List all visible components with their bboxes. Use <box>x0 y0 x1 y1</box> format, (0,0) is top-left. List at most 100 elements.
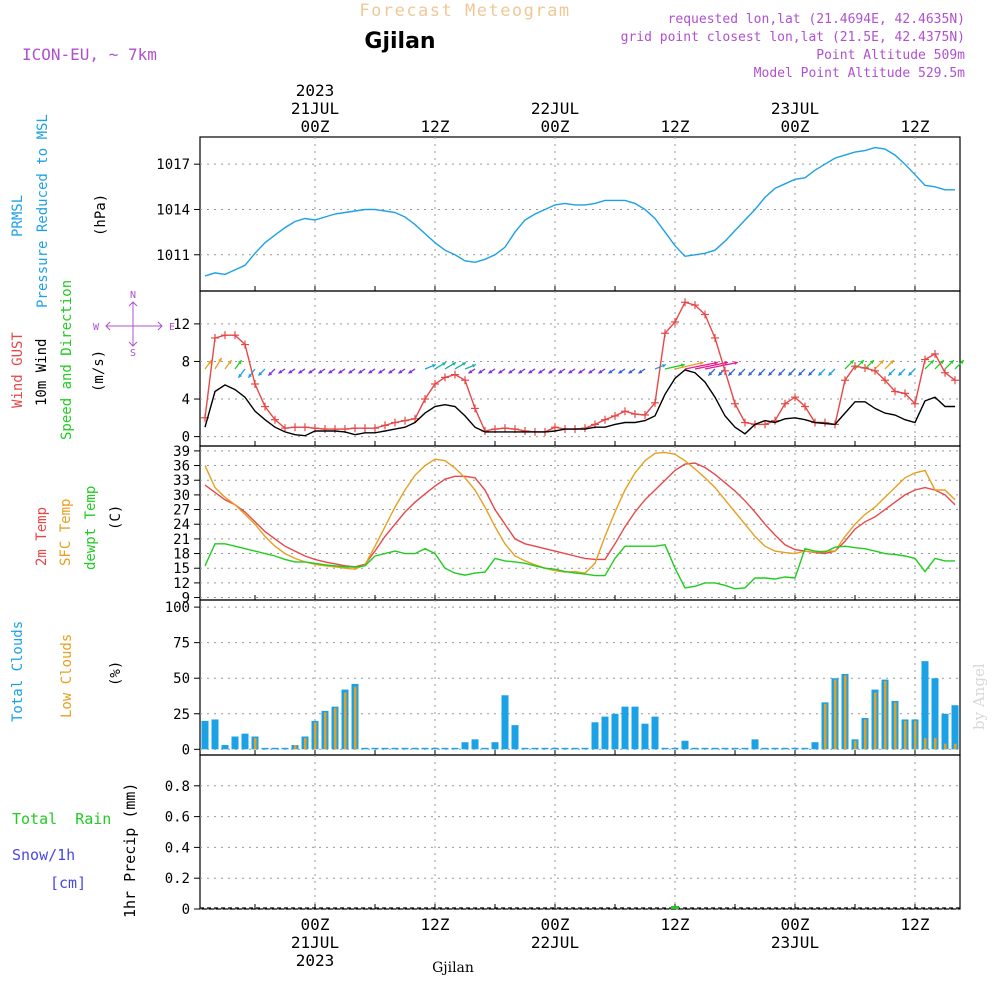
wind-arrowhead <box>378 369 383 374</box>
total-cloud-bar <box>241 733 249 750</box>
wind-arrowhead <box>442 362 446 366</box>
wind-arrowhead <box>959 360 964 365</box>
wind-arrowhead <box>538 369 543 374</box>
info-line-3: Point Altitude 509m <box>816 48 965 63</box>
low-clouds-title: Low Clouds <box>59 634 75 718</box>
y-tick-label: 1017 <box>156 157 190 173</box>
wind-title: 10m Wind <box>34 339 50 406</box>
wind-arrowhead <box>588 369 593 374</box>
pressure-labels: PRMSL Pressure Reduced to MSL (hPa) <box>10 114 109 308</box>
panel-frame <box>199 136 961 292</box>
y-tick-label: 0 <box>182 742 190 758</box>
total-cloud-bar <box>631 706 639 750</box>
series-line-10m-wind <box>204 369 955 437</box>
total-cloud-bar <box>481 747 489 750</box>
wind-arrowhead <box>869 360 874 365</box>
low-cloud-bar <box>904 720 907 750</box>
total-cloud-bar <box>441 747 449 750</box>
wind-arrowhead <box>768 371 773 376</box>
bottom-time-label: 12Z <box>421 915 450 934</box>
panel-precip: 0 0.2 0.4 0.6 0.8 <box>165 754 961 918</box>
wind-arrowhead <box>818 371 823 376</box>
wind-arrowhead <box>338 369 343 374</box>
low-cloud-bar <box>844 675 847 750</box>
low-cloud-bar <box>874 692 877 750</box>
wind-arrowhead <box>468 369 473 374</box>
wind-arrowhead <box>598 369 603 374</box>
temp-labels: 2m Temp SFC Temp dewpt Temp (C) <box>34 486 124 570</box>
total-cloud-bar <box>391 747 399 750</box>
cloud-labels: Total Clouds Low Clouds (%) <box>10 621 124 722</box>
total-cloud-bar <box>451 747 459 750</box>
precip-labels: Total Rain Snow/1h [cm] 1hr Precip (mm) <box>12 783 139 918</box>
low-cloud-bar <box>324 712 327 750</box>
wind-arrowhead <box>462 362 466 366</box>
wind-arrowhead <box>738 371 743 376</box>
y-tick-label: 0 <box>182 902 190 918</box>
wind-arrowhead <box>558 369 563 374</box>
total-cloud-bar <box>551 747 559 750</box>
wind-arrowhead <box>898 371 903 376</box>
rain-bar <box>671 906 679 909</box>
wind-arrowhead <box>888 371 893 376</box>
wind-arrowhead <box>699 361 704 366</box>
top-time-label: 23JUL <box>771 99 819 118</box>
total-cloud-bar <box>231 736 239 750</box>
wind-arrowhead <box>859 360 864 365</box>
y-tick-label: 33 <box>173 473 190 489</box>
top-time-label: 12Z <box>661 117 690 136</box>
wind-unit: (m/s) <box>91 350 107 392</box>
wind-arrowhead <box>608 369 613 374</box>
pressure-unit: (hPa) <box>93 194 109 236</box>
sfc-title: SFC Temp <box>58 499 74 566</box>
dewpt-title: dewpt Temp <box>83 486 99 570</box>
wind-arrowhead <box>578 369 583 374</box>
rain-legend: Total Rain <box>12 810 111 828</box>
credit-label: by Angel <box>970 663 988 730</box>
y-tick-label: 8 <box>182 354 190 370</box>
total-cloud-bar <box>771 747 779 750</box>
y-tick-label: 0.2 <box>165 871 190 887</box>
wind-arrowhead <box>358 369 363 374</box>
wind-arrowhead <box>237 360 242 365</box>
info-line-1: requested lon,lat (21.4694E, 42.4635N) <box>668 12 965 27</box>
y-tick-label: 24 <box>173 517 190 533</box>
panel-frame <box>199 754 961 910</box>
y-tick-label: 12 <box>173 317 190 333</box>
low-cloud-bar <box>854 740 857 750</box>
snow-unit: [cm] <box>50 874 86 892</box>
low-cloud-bar <box>954 743 957 750</box>
total-cloud-bar <box>281 747 289 750</box>
top-time-label: 22JUL <box>531 99 579 118</box>
total-cloud-bar <box>701 747 709 750</box>
low-cloud-bar <box>924 737 927 750</box>
compass-e: E <box>169 322 175 333</box>
temp-title: 2m Temp <box>34 507 50 566</box>
y-tick-label: 0.6 <box>165 810 190 826</box>
pressure-title-1: PRMSL <box>10 195 26 237</box>
total-cloud-bar <box>641 723 649 750</box>
info-line-2: grid point closest lon,lat (21.5E, 42.43… <box>621 30 965 45</box>
y-tick-label: 0.8 <box>165 779 190 795</box>
info-line-4: Model Point Altitude 529.5m <box>754 66 965 81</box>
y-tick-label: 18 <box>173 547 190 563</box>
total-cloud-bar <box>431 747 439 750</box>
series-line-pressure <box>204 146 955 277</box>
total-cloud-bar <box>601 716 609 750</box>
y-tick-label: 1014 <box>156 202 190 218</box>
wind-arrowhead <box>432 364 436 368</box>
wind-arrowhead <box>798 371 803 376</box>
wind-arrowhead <box>488 369 493 374</box>
wind-arrowhead <box>680 363 685 368</box>
compass-rose: N S W E <box>93 290 175 359</box>
top-time-label: 00Z <box>781 117 810 136</box>
wind-arrowhead <box>758 371 763 376</box>
wind-arrowhead <box>734 361 738 365</box>
total-cloud-bar <box>381 747 389 750</box>
total-cloud-bar <box>371 747 379 750</box>
bottom-time-label: 23JUL <box>771 933 819 952</box>
wind-labels: Wind GUST 10m Wind Speed and Direction (… <box>10 280 107 440</box>
low-cloud-bar <box>834 679 837 750</box>
low-cloud-bar <box>824 703 827 750</box>
y-tick-label: 100 <box>165 600 190 616</box>
